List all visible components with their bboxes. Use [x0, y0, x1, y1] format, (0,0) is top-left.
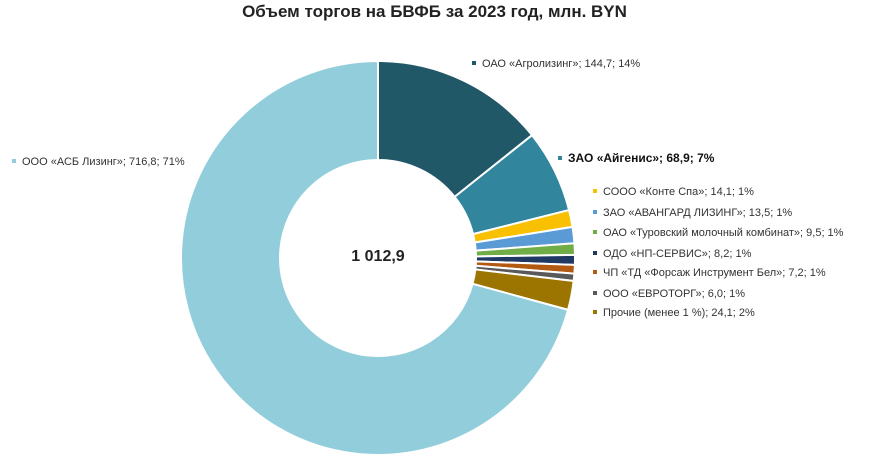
- slice-label-7: ООО «ЕВРОТОРГ»; 6,0; 1%: [593, 287, 745, 301]
- legend-swatch-icon: [558, 155, 562, 160]
- slice-label-text: ЗАО «АВАНГАРД ЛИЗИНГ»; 13,5; 1%: [603, 207, 793, 219]
- slice-label-0: ОАО «Агролизинг»; 144,7; 14%: [472, 57, 640, 71]
- slice-label-3: ЗАО «АВАНГАРД ЛИЗИНГ»; 13,5; 1%: [593, 206, 792, 220]
- slice-label-9: ООО «АСБ Лизинг»; 716,8; 71%: [12, 155, 185, 169]
- donut-center-total: 1 012,9: [351, 248, 405, 265]
- legend-swatch-icon: [593, 230, 597, 235]
- slice-label-6: ЧП «ТД «Форсаж Инструмент Бел»; 7,2; 1%: [593, 266, 826, 280]
- slice-label-text: ЧП «ТД «Форсаж Инструмент Бел»; 7,2; 1%: [603, 267, 826, 279]
- legend-swatch-icon: [472, 61, 476, 66]
- slice-label-8: Прочие (менее 1 %); 24,1; 2%: [593, 306, 755, 320]
- legend-swatch-icon: [593, 251, 597, 256]
- slice-label-text: Прочие (менее 1 %); 24,1; 2%: [603, 307, 755, 319]
- legend-swatch-icon: [593, 291, 597, 296]
- slice-label-2: СООО «Конте Спа»; 14,1; 1%: [593, 185, 754, 199]
- slice-label-text: ООО «АСБ Лизинг»; 716,8; 71%: [22, 156, 185, 168]
- legend-swatch-icon: [593, 310, 597, 315]
- slice-label-4: ОАО «Туровский молочный комбинат»; 9,5; …: [593, 226, 843, 240]
- donut-slice-9: [180, 59, 570, 456]
- slice-label-text: ОАО «Туровский молочный комбинат»; 9,5; …: [603, 227, 844, 239]
- legend-swatch-icon: [593, 189, 597, 194]
- slice-label-1: ЗАО «Айгенис»; 68,9; 7%: [558, 151, 714, 165]
- legend-swatch-icon: [593, 270, 597, 275]
- donut-slice-0: [377, 59, 534, 199]
- slice-label-text: ОДО «НП-СЕРВИС»; 8,2; 1%: [603, 248, 752, 260]
- slice-label-text: ЗАО «Айгенис»; 68,9; 7%: [568, 151, 715, 165]
- slice-label-5: ОДО «НП-СЕРВИС»; 8,2; 1%: [593, 247, 751, 261]
- legend-swatch-icon: [12, 159, 16, 164]
- slice-label-text: СООО «Конте Спа»; 14,1; 1%: [603, 186, 754, 198]
- slice-label-text: ООО «ЕВРОТОРГ»; 6,0; 1%: [603, 288, 746, 300]
- legend-swatch-icon: [593, 210, 597, 215]
- chart-title: Объем торгов на БВФБ за 2023 год, млн. B…: [242, 2, 627, 21]
- slice-label-text: ОАО «Агролизинг»; 144,7; 14%: [482, 58, 641, 70]
